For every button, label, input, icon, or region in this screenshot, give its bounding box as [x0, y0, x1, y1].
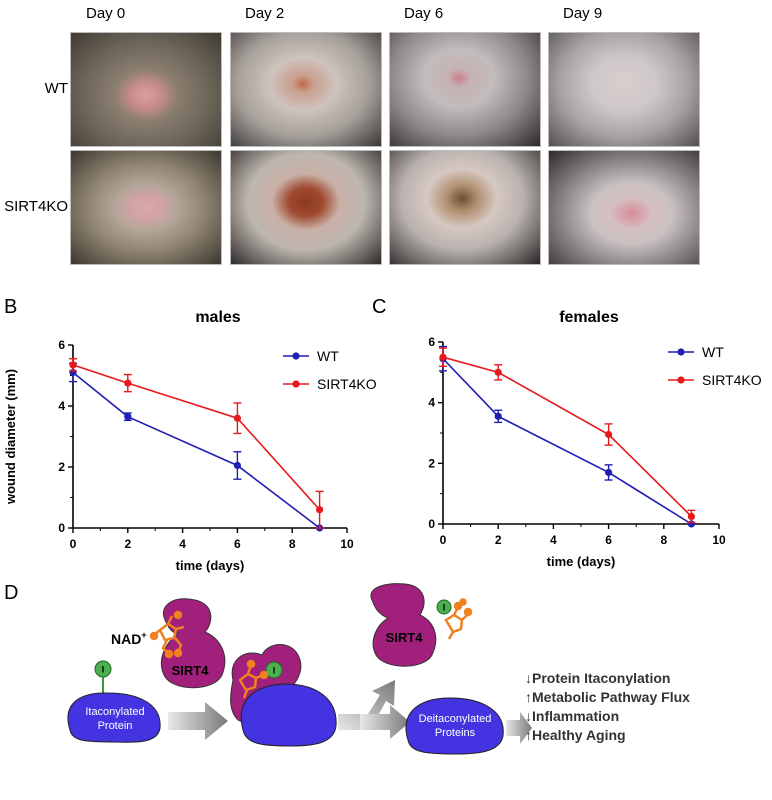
itaconylated-protein [67, 660, 161, 743]
chart0-data-point [233, 414, 241, 422]
chart1-data-point [439, 353, 447, 361]
chart0-x-tick-label: 0 [70, 537, 77, 551]
chart1-x-tick-label: 4 [550, 533, 557, 547]
chart0-x-tick-label: 6 [234, 537, 241, 551]
day-9-label: Day 9 [563, 5, 603, 22]
arrow-release-sirt4 [338, 680, 395, 730]
row-label-sirt4ko: SIRT4KO [4, 198, 68, 215]
chart1-title: females [559, 309, 619, 326]
chart1-data-point [494, 412, 502, 420]
chart0-series-line-1 [72, 364, 321, 511]
chart0-x-tick-label: 2 [124, 537, 131, 551]
day-0-label: Day 0 [86, 5, 126, 22]
effect-protein-itaconylation: ↓Protein Itaconylation [525, 670, 670, 686]
sirt4-enzyme-released [370, 583, 437, 667]
chart1-y-tick-label: 4 [428, 396, 435, 410]
panel-b-letter: B [4, 296, 18, 318]
chart1-legend-marker-1 [677, 376, 685, 384]
day-6-label: Day 6 [404, 5, 444, 22]
arrow-release-protein [360, 705, 410, 739]
effects-list: ↓Protein Itaconylation ↑Metabolic Pathwa… [525, 670, 690, 743]
chart0-legend-label-0: WT [317, 348, 339, 364]
chart0-legend-label-1: SIRT4KO [317, 376, 377, 392]
itaconyl-badge-2: I [273, 666, 276, 676]
chart0-x-tick-label: 4 [179, 537, 186, 551]
chart0-legend-marker-1 [292, 380, 300, 388]
sirt4-label-1: SIRT4 [172, 663, 210, 678]
chart1-legend-label-0: WT [702, 344, 724, 360]
chart0-y-tick-label: 6 [58, 338, 65, 352]
chart0-legend-marker-0 [292, 352, 300, 360]
itaconyl-badge-3: I [443, 603, 446, 613]
chart1-data-point [605, 468, 613, 477]
nad-molecule [149, 610, 185, 659]
chart1-y-tick-label: 0 [428, 517, 435, 531]
effect-metabolic-flux: ↑Metabolic Pathway Flux [525, 689, 690, 705]
chart0-y-tick-label: 0 [58, 521, 65, 535]
row-label-wt: WT [44, 80, 68, 97]
panel-d-letter: D [4, 582, 19, 604]
chart1-data-point [494, 368, 502, 376]
chart1-y-tick-label: 6 [428, 335, 435, 349]
chart0-x-tick-label: 8 [289, 537, 296, 551]
chart0-y-tick-label: 4 [58, 399, 65, 413]
chart0-y-tick-label: 2 [58, 460, 65, 474]
photo-wt-day6 [389, 32, 541, 147]
itaconyl-badge-1: I [102, 665, 105, 675]
photo-wt-day2 [230, 32, 382, 147]
chart0-title: males [195, 309, 240, 326]
arrow-effects [506, 712, 532, 744]
itaconylated-label-line2: Protein [98, 720, 133, 732]
chart1-data-point [687, 512, 695, 521]
chart1-legend-label-1: SIRT4KO [702, 372, 762, 388]
chart1-x-axis-label: time (days) [547, 554, 616, 569]
deitaconylated-proteins [405, 697, 504, 755]
chart1-legend-marker-0 [677, 348, 685, 356]
chart1-data-point [605, 430, 613, 439]
chart1-x-tick-label: 8 [660, 533, 667, 547]
chart-males: males 0 2 4 6 8 10 0 2 4 6 time (days) wound diamete… [3, 309, 377, 573]
mechanism-diagram: I Itaconylated Protein NAD+ SIRT4 I SIRT… [67, 583, 690, 755]
sirt4-enzyme-free [160, 598, 226, 689]
day-2-label: Day 2 [245, 5, 285, 22]
sirt4-protein-complex [230, 644, 337, 747]
photo-sirt4ko-day2 [230, 150, 382, 265]
photo-sirt4ko-day9 [548, 150, 700, 265]
chart0-data-point [124, 413, 132, 421]
photo-wt-day0 [70, 32, 222, 147]
released-itaconate [436, 598, 473, 640]
chart1-x-tick-label: 6 [605, 533, 612, 547]
chart-females: females 0 2 4 6 8 10 0 2 4 6 time (days) WT SIRT4KO [428, 309, 762, 569]
photo-wt-day9 [548, 32, 700, 147]
photo-sirt4ko-day6 [389, 150, 541, 265]
photo-sirt4ko-day0 [70, 150, 222, 265]
chart0-x-tick-label: 10 [340, 537, 354, 551]
itaconylated-label-line1: Itaconylated [85, 706, 144, 718]
chart1-x-tick-label: 2 [495, 533, 502, 547]
chart0-series-line-0 [72, 371, 321, 529]
sirt4-label-2: SIRT4 [386, 630, 424, 645]
chart1-y-tick-label: 2 [428, 456, 435, 470]
chart1-series-line-1 [442, 356, 692, 517]
deitaconylated-label-line2: Proteins [435, 727, 476, 739]
arrow-binding [168, 702, 228, 740]
chart0-data-point [124, 379, 132, 387]
effect-healthy-aging: ↑Healthy Aging [525, 727, 626, 743]
chart0-data-point [316, 506, 324, 514]
chart1-series-line-0 [442, 358, 692, 525]
chart0-data-point [69, 361, 77, 369]
effect-inflammation: ↓Inflammation [525, 708, 619, 724]
deitaconylated-label-line1: Deitaconylated [419, 713, 492, 725]
chart0-y-axis-label: wound diameter (mm) [3, 369, 18, 505]
chart1-x-tick-label: 0 [440, 533, 447, 547]
chart0-data-point [233, 461, 241, 470]
chart0-x-axis-label: time (days) [176, 558, 245, 573]
nad-label: NAD+ [111, 630, 147, 647]
chart1-x-tick-label: 10 [712, 533, 726, 547]
panel-c-letter: C [372, 296, 387, 318]
